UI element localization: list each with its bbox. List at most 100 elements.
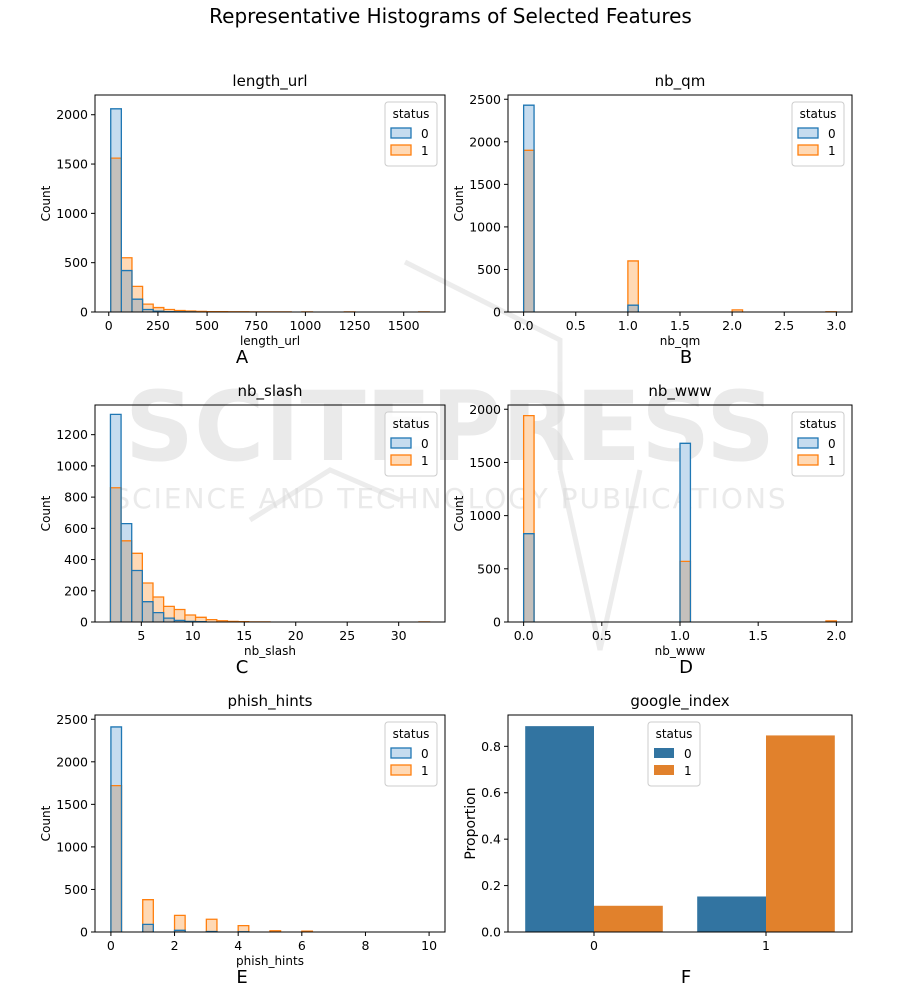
y-axis-label: Count — [39, 185, 53, 221]
y-tick-label: 800 — [64, 490, 88, 505]
x-tick-label: 1250 — [339, 318, 371, 333]
legend-label: 0 — [421, 437, 429, 451]
y-tick-label: 2000 — [56, 107, 88, 122]
y-tick-label: 2000 — [56, 754, 88, 769]
chart-title: nb_slash — [237, 382, 302, 401]
legend-swatch — [797, 437, 819, 449]
y-axis-label: Count — [39, 495, 53, 531]
y-tick-label: 0.2 — [481, 878, 501, 893]
legend-swatch — [390, 454, 412, 466]
legend-title: status — [393, 727, 430, 741]
y-axis-label: Proportion — [463, 787, 479, 859]
series-1-bar — [131, 553, 143, 571]
legend-label: 1 — [421, 454, 429, 468]
x-tick-label: 20 — [288, 628, 304, 643]
y-axis-label: Count — [452, 495, 466, 531]
x-tick-label: 0.0 — [514, 628, 534, 643]
y-axis-label: Count — [39, 805, 53, 841]
x-tick-label: 1.0 — [618, 318, 638, 333]
legend-label: 1 — [684, 764, 692, 778]
y-tick-label: 0.0 — [481, 925, 501, 940]
series-1-outline — [110, 157, 430, 313]
panel-google_index: google_index 0.0 0.2 0.4 0.6 0.8 0 1 Proportion s… — [463, 692, 853, 953]
series-1-bar — [174, 915, 186, 931]
legend-label: 0 — [828, 127, 836, 141]
legend-label: 0 — [684, 747, 692, 761]
series-1-bar — [142, 899, 154, 925]
x-tick-label: 0 — [590, 938, 598, 953]
legend-label: 1 — [421, 144, 429, 158]
x-tick-label: 3.0 — [826, 318, 846, 333]
y-tick-label: 1200 — [56, 427, 88, 442]
legend-swatch — [390, 764, 412, 776]
legend-title: status — [393, 417, 430, 431]
plot-frame — [94, 714, 446, 933]
x-tick-label: 250 — [146, 318, 170, 333]
overlap-bar — [174, 930, 186, 932]
x-tick-label: 0.0 — [514, 318, 534, 333]
series-1-bar — [206, 919, 217, 932]
legend-swatch — [654, 748, 674, 758]
y-tick-label: 200 — [64, 583, 88, 598]
legend-swatch — [390, 144, 412, 156]
chart-title: length_url — [232, 72, 307, 91]
chart-title: nb_www — [648, 382, 711, 401]
panel-nb_qm: nb_qm 0 500 1000 1500 2000 2500 0.0 0.5 1.0 1.5 2.0… — [452, 72, 853, 348]
x-tick-label: 1500 — [388, 318, 420, 333]
legend-label: 1 — [828, 454, 836, 468]
y-tick-label: 500 — [477, 262, 501, 277]
legend-label: 0 — [421, 127, 429, 141]
y-tick-label: 2000 — [469, 402, 501, 417]
legend-title: status — [800, 107, 837, 121]
y-tick-label: 500 — [477, 561, 501, 576]
x-tick-label: 25 — [339, 628, 355, 643]
y-tick-label: 0.6 — [481, 785, 501, 800]
x-tick-label: 0.5 — [592, 628, 612, 643]
panel-label-e: E — [236, 967, 248, 988]
series-0-bar — [121, 523, 132, 541]
overlap-bar — [121, 270, 132, 312]
series-0-bar — [680, 443, 691, 562]
x-tick-label: 2.5 — [774, 318, 794, 333]
y-tick-label: 2500 — [469, 92, 501, 107]
x-axis-label: length_url — [240, 334, 300, 348]
y-tick-label: 500 — [64, 882, 88, 897]
x-tick-label: 1.0 — [670, 628, 690, 643]
series-1-bar — [206, 619, 217, 622]
series-0-bar — [110, 108, 122, 159]
x-tick-label: 5 — [137, 628, 145, 643]
series-1-bar — [131, 286, 143, 300]
chart-title: google_index — [630, 692, 729, 711]
overlap-bar — [174, 620, 185, 622]
chart-title: nb_qm — [655, 72, 706, 91]
overlap-bar — [131, 570, 143, 622]
overlap-bar — [110, 487, 122, 622]
y-tick-label: 0 — [80, 615, 88, 630]
legend-swatch — [390, 437, 412, 449]
legend-swatch — [797, 144, 819, 156]
legend-title: status — [656, 727, 693, 741]
x-tick-label: 2 — [171, 938, 179, 953]
legend-swatch — [797, 127, 819, 139]
x-tick-label: 1.5 — [670, 318, 690, 333]
x-tick-label: 10 — [421, 938, 437, 953]
panel-nb_www: nb_www 0 500 1000 1500 2000 0.0 0.5 1.0 1.5 2.0 nb_… — [452, 382, 853, 658]
x-tick-label: 6 — [298, 938, 306, 953]
y-tick-label: 1500 — [56, 797, 88, 812]
series-1-bar — [163, 606, 175, 619]
y-tick-label: 0 — [493, 305, 501, 320]
y-tick-label: 500 — [64, 255, 88, 270]
y-tick-label: 1000 — [56, 206, 88, 221]
x-tick-label: 2.0 — [826, 628, 846, 643]
legend-title: status — [800, 417, 837, 431]
overlap-bar — [142, 924, 154, 932]
x-tick-label: 0 — [105, 318, 113, 333]
plot-frame — [507, 714, 853, 933]
series-1-bar — [142, 582, 153, 602]
x-tick-label: 8 — [361, 938, 369, 953]
x-tick-label: 10 — [185, 628, 201, 643]
y-tick-label: 600 — [64, 521, 88, 536]
x-tick-label: 0.5 — [566, 318, 586, 333]
overlap-bar — [131, 299, 143, 312]
bar-1-1 — [766, 735, 835, 932]
